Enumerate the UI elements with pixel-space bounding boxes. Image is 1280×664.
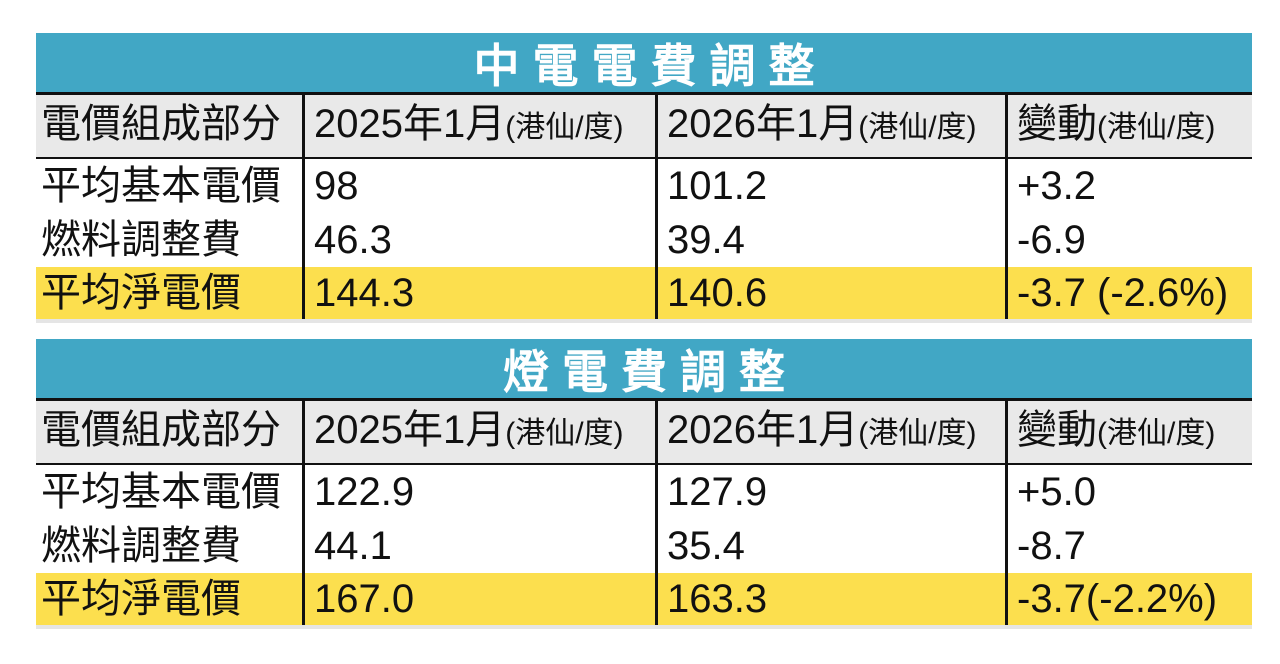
value-2025: 46.3 bbox=[302, 213, 655, 267]
row-label: 平均淨電價 bbox=[41, 577, 241, 621]
table-row-basic-tariff: 平均基本電價 122.9 127.9 +5.0 bbox=[36, 465, 1252, 519]
column-header-unit: (港仙/度) bbox=[505, 417, 624, 450]
table-row-fuel-adjustment: 燃料調整費 44.1 35.4 -8.7 bbox=[36, 519, 1252, 573]
column-header-2025: 2025年1月(港仙/度) bbox=[302, 95, 655, 157]
value-2026: 140.6 bbox=[655, 267, 1005, 319]
value-change: -3.7 (-2.6%) bbox=[1005, 267, 1252, 319]
clp-header-row: 電價組成部分 2025年1月(港仙/度) 2026年1月(港仙/度) 變動(港仙… bbox=[36, 95, 1252, 159]
table-row-fuel-adjustment: 燃料調整費 46.3 39.4 -6.9 bbox=[36, 213, 1252, 267]
column-header-unit: (港仙/度) bbox=[1097, 111, 1216, 144]
column-header-label: 電價組成部分 bbox=[41, 408, 281, 452]
column-header-label: 2026年1月 bbox=[667, 408, 859, 452]
column-header-component: 電價組成部分 bbox=[36, 401, 302, 463]
column-header-change: 變動(港仙/度) bbox=[1005, 95, 1252, 157]
column-header-unit: (港仙/度) bbox=[1097, 417, 1216, 450]
value-2026: 127.9 bbox=[655, 465, 1005, 519]
table-row-net-tariff: 平均淨電價 144.3 140.6 -3.7 (-2.6%) bbox=[36, 267, 1252, 319]
column-header-label: 變動 bbox=[1017, 102, 1097, 146]
value-change: -8.7 bbox=[1005, 519, 1252, 573]
value-change: -3.7(-2.2%) bbox=[1005, 573, 1252, 625]
value-2025: 144.3 bbox=[302, 267, 655, 319]
value-2025: 167.0 bbox=[302, 573, 655, 625]
value-change: -6.9 bbox=[1005, 213, 1252, 267]
row-label: 燃料調整費 bbox=[41, 218, 241, 262]
column-header-unit: (港仙/度) bbox=[858, 417, 977, 450]
row-label: 平均淨電價 bbox=[41, 271, 241, 315]
column-header-2026: 2026年1月(港仙/度) bbox=[655, 95, 1005, 157]
column-header-change: 變動(港仙/度) bbox=[1005, 401, 1252, 463]
hkelectric-table-title: 燈電費調整 bbox=[36, 339, 1252, 401]
value-2025: 122.9 bbox=[302, 465, 655, 519]
value-2026: 163.3 bbox=[655, 573, 1005, 625]
clp-tariff-table: 中電電費調整 電價組成部分 2025年1月(港仙/度) 2026年1月(港仙/度… bbox=[36, 33, 1252, 319]
column-header-component: 電價組成部分 bbox=[36, 95, 302, 157]
hkelectric-tariff-table: 燈電費調整 電價組成部分 2025年1月(港仙/度) 2026年1月(港仙/度)… bbox=[36, 339, 1252, 625]
column-header-label: 變動 bbox=[1017, 408, 1097, 452]
clp-table-title: 中電電費調整 bbox=[36, 33, 1252, 95]
hkelectric-header-row: 電價組成部分 2025年1月(港仙/度) 2026年1月(港仙/度) 變動(港仙… bbox=[36, 401, 1252, 465]
infographic-stage: 中電電費調整 電價組成部分 2025年1月(港仙/度) 2026年1月(港仙/度… bbox=[36, 33, 1252, 625]
column-header-label: 2025年1月 bbox=[314, 102, 506, 146]
table-row-net-tariff: 平均淨電價 167.0 163.3 -3.7(-2.2%) bbox=[36, 573, 1252, 625]
column-header-2026: 2026年1月(港仙/度) bbox=[655, 401, 1005, 463]
column-header-2025: 2025年1月(港仙/度) bbox=[302, 401, 655, 463]
column-header-label: 2025年1月 bbox=[314, 408, 506, 452]
row-label: 平均基本電價 bbox=[41, 470, 281, 514]
value-change: +3.2 bbox=[1005, 159, 1252, 213]
row-label: 燃料調整費 bbox=[41, 524, 241, 568]
value-2025: 98 bbox=[302, 159, 655, 213]
column-header-unit: (港仙/度) bbox=[858, 111, 977, 144]
value-2026: 101.2 bbox=[655, 159, 1005, 213]
value-2026: 39.4 bbox=[655, 213, 1005, 267]
table-row-basic-tariff: 平均基本電價 98 101.2 +3.2 bbox=[36, 159, 1252, 213]
column-header-label: 電價組成部分 bbox=[41, 102, 281, 146]
column-header-label: 2026年1月 bbox=[667, 102, 859, 146]
column-header-unit: (港仙/度) bbox=[505, 111, 624, 144]
value-2025: 44.1 bbox=[302, 519, 655, 573]
value-change: +5.0 bbox=[1005, 465, 1252, 519]
row-label: 平均基本電價 bbox=[41, 164, 281, 208]
value-2026: 35.4 bbox=[655, 519, 1005, 573]
